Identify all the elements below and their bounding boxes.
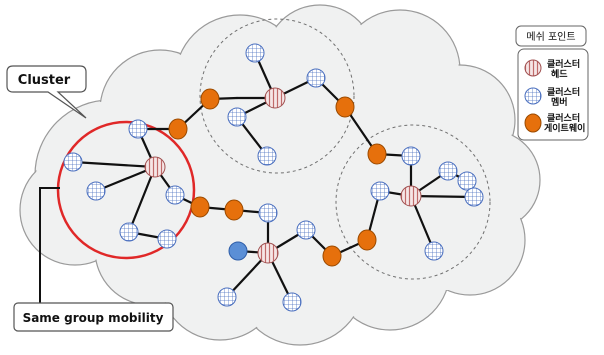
cluster-callout-label: Cluster	[18, 73, 71, 88]
gateway-node	[200, 88, 220, 110]
cluster-ring-top	[199, 18, 355, 174]
legend-gateway-icon	[524, 113, 542, 133]
member-nodes	[63, 43, 484, 312]
member-node	[165, 185, 185, 205]
member-node	[282, 292, 302, 312]
member-node	[296, 220, 316, 240]
gateway-nodes	[168, 88, 387, 267]
gateway-node	[322, 245, 342, 267]
member-node	[401, 146, 421, 166]
cluster-callout: Cluster	[6, 65, 87, 119]
member-node	[86, 181, 106, 201]
member-node	[464, 187, 484, 207]
legend-head-icon	[524, 59, 542, 77]
member-node	[438, 161, 458, 181]
member-node	[424, 241, 444, 261]
member-node	[63, 152, 83, 172]
mobility-callout: Same group mobility	[13, 187, 174, 332]
member-node	[306, 68, 326, 88]
member-node	[217, 287, 237, 307]
gateway-node	[367, 143, 387, 165]
mobility-callout-label: Same group mobility	[23, 311, 164, 325]
gateway-node	[335, 96, 355, 118]
gateway-node	[357, 229, 377, 251]
head-node	[144, 156, 166, 178]
legend-head-label: 클러스터	[547, 58, 580, 70]
legend-member-icon	[524, 87, 542, 105]
member-node	[157, 229, 177, 249]
legend-head-label-2: 헤드	[551, 68, 568, 80]
legend-title: 메쉬 포인트	[526, 31, 575, 43]
member-node	[457, 171, 477, 191]
highlighted-node	[228, 241, 248, 261]
member-node	[119, 222, 139, 242]
member-node	[370, 181, 390, 201]
cluster-ring-highlight	[56, 120, 196, 260]
head-node	[257, 242, 279, 264]
legend-gateway-label-2: 게이트웨이	[544, 122, 585, 134]
legend-gateway-label: 클러스터	[547, 112, 580, 124]
member-node	[258, 203, 278, 223]
gateway-node	[190, 196, 210, 218]
legend-member-label-2: 멤버	[551, 96, 568, 108]
legend: 메쉬 포인트 클러스터 헤드 클러스터 멤버 클러스터 게이트웨이	[515, 25, 589, 141]
member-node	[245, 43, 265, 63]
member-node	[257, 146, 277, 166]
head-node	[264, 87, 286, 109]
member-node	[128, 119, 148, 139]
gateway-node	[224, 199, 244, 221]
legend-member-label: 클러스터	[547, 86, 580, 98]
gateway-node	[168, 118, 188, 140]
head-node	[400, 185, 422, 207]
cluster-ring-right	[335, 124, 491, 280]
member-node	[227, 107, 247, 127]
head-nodes	[144, 87, 422, 264]
